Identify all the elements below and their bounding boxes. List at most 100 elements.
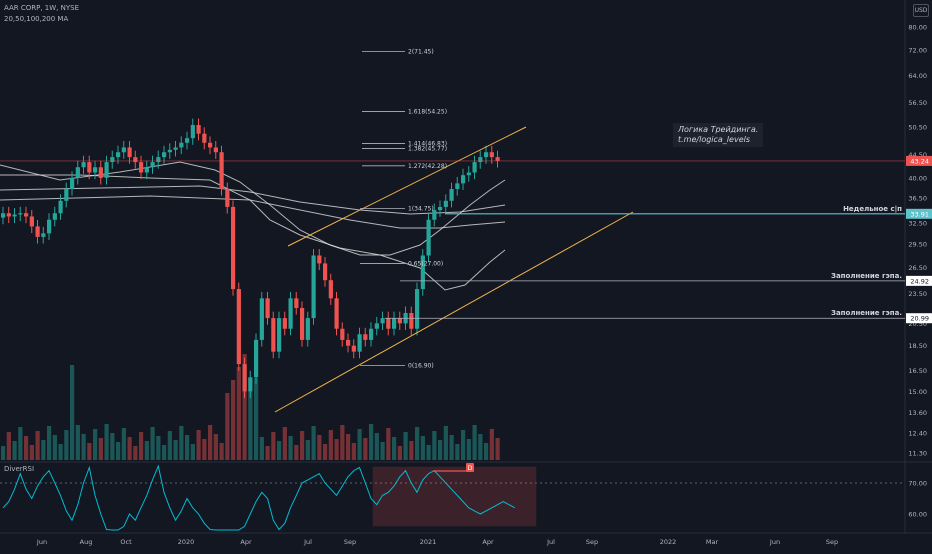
level-label-0: Недельное с|п <box>843 205 902 214</box>
moving-average-0 <box>0 161 506 256</box>
volume-bar <box>323 444 328 460</box>
candle-body <box>64 189 69 201</box>
volume-bar <box>357 429 362 460</box>
candle-body <box>231 206 236 290</box>
volume-bar <box>202 439 207 460</box>
volume-bar <box>104 424 109 460</box>
price-tick-11: 23.50 <box>908 290 927 298</box>
volume-bar <box>495 438 500 460</box>
candle-body <box>24 213 29 217</box>
candle-body <box>328 280 333 299</box>
volume-bar <box>24 436 29 460</box>
candle-body <box>374 323 379 329</box>
candle-body <box>196 124 201 134</box>
volume-bar <box>259 437 264 460</box>
indicator-title: DiverRSI <box>4 465 35 473</box>
candle-body <box>351 345 356 352</box>
price-tick-8: 32.50 <box>908 220 927 228</box>
price-badge-2 <box>906 275 932 286</box>
moving-average-1 <box>0 174 506 291</box>
volume-bar <box>12 441 17 460</box>
level-label-1: Заполнение гэпа. <box>831 272 902 280</box>
candle-body <box>139 162 144 173</box>
candle-body <box>346 339 351 346</box>
candle-body <box>219 152 224 190</box>
moving-average-3 <box>0 195 506 229</box>
candle-body <box>392 318 397 329</box>
candle-body <box>363 334 368 340</box>
candle-body <box>70 177 75 190</box>
candle-body <box>213 147 218 153</box>
price-badge-0 <box>906 155 932 166</box>
level-label-2: Заполнение гэпа. <box>831 309 902 317</box>
volume-bar <box>277 441 282 460</box>
volume-bar <box>52 435 57 460</box>
volume-bar <box>484 443 489 460</box>
candle-body <box>420 255 425 290</box>
price-badge-1 <box>906 208 932 219</box>
volume-bar <box>415 427 420 460</box>
volume-bar <box>81 434 86 460</box>
candle-body <box>317 255 322 264</box>
channel-lower-line <box>274 211 634 413</box>
candle-body <box>288 298 293 329</box>
volume-bar <box>317 435 322 460</box>
volume-bar <box>156 436 161 460</box>
time-tick-3: 2020 <box>178 538 195 546</box>
volume-bar <box>351 443 356 460</box>
volume-bar <box>432 431 437 460</box>
candle-body <box>116 152 121 158</box>
moving-average-2 <box>0 185 506 215</box>
candle-body <box>254 339 259 378</box>
volume-bar <box>466 439 471 460</box>
volume-bar <box>386 428 391 460</box>
rsi-tick-1: 60.00 <box>908 511 927 519</box>
candle-body <box>190 124 195 139</box>
candle-body <box>225 189 230 207</box>
candle-body <box>173 147 178 150</box>
volume-bar <box>305 440 310 460</box>
time-tick-5: Jul <box>303 538 312 546</box>
author-note: Логика Трейдинга. t.me/logica_levels <box>673 123 764 147</box>
candle-body <box>156 157 161 163</box>
price-tick-18: 11.30 <box>908 450 927 458</box>
candle-body <box>300 307 305 340</box>
fib-label-0: 2(71.45) <box>408 49 434 56</box>
candle-body <box>47 219 52 234</box>
volume-bar <box>208 425 213 460</box>
volume-bar <box>93 429 98 460</box>
time-tick-8: Apr <box>482 538 494 546</box>
volume-bar <box>363 438 368 460</box>
volume-bar <box>236 367 241 460</box>
candle-body <box>449 189 454 201</box>
currency-badge[interactable]: USD <box>913 4 929 17</box>
time-tick-12: Mar <box>706 538 719 546</box>
volume-bar <box>173 440 178 460</box>
candle-body <box>478 157 483 163</box>
volume-bar <box>449 435 454 460</box>
volume-bar <box>248 391 253 460</box>
candle-body <box>409 312 414 329</box>
candle-body <box>242 364 247 392</box>
price-tick-7: 36.50 <box>908 194 927 202</box>
price-badge-text-1: 33.91 <box>910 210 929 218</box>
candle-body <box>41 233 46 237</box>
price-tick-1: 72.00 <box>908 46 927 54</box>
candle-body <box>455 183 460 190</box>
volume-bar <box>213 434 218 460</box>
candle-body <box>35 226 40 237</box>
rsi-line <box>2 464 516 531</box>
candle-body <box>386 318 391 329</box>
time-tick-14: Sep <box>826 538 838 546</box>
time-tick-13: Jun <box>769 538 780 546</box>
candle-body <box>121 147 126 153</box>
price-badge-text-0: 43.24 <box>910 157 929 165</box>
volume-bar <box>374 433 379 460</box>
volume-bar <box>426 445 431 460</box>
volume-bar <box>231 380 236 460</box>
candle-body <box>52 213 57 220</box>
price-tick-14: 16.50 <box>908 367 927 375</box>
divergence-zone <box>372 466 537 527</box>
